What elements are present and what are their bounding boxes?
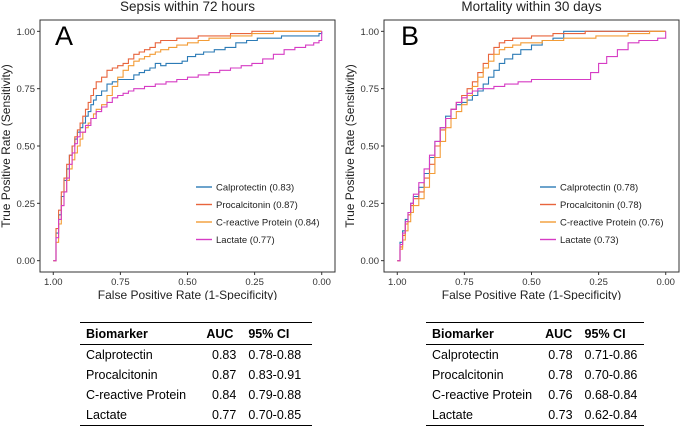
x-axis-label: False Positive Rate (1-Specificity) (98, 288, 277, 300)
table-header-auc: AUC (200, 322, 243, 345)
y-axis-label: True Positive Rate (Sensitivity) (343, 64, 357, 228)
y-tick-label: 0.25 (361, 199, 380, 210)
table-header-auc: AUC (539, 322, 579, 345)
roc-line-series-3 (397, 30, 666, 262)
plot-frame (383, 19, 680, 273)
y-tick-label: 0.50 (361, 142, 380, 153)
auc-cell: 0.84 (212, 388, 237, 402)
ci-cell: 0.78-0.88 (248, 348, 302, 362)
x-tick-label: 0.50 (178, 277, 197, 288)
chart-title: Mortality within 30 days (461, 0, 602, 14)
legend-entry: C-reactive Protein (0.84) (216, 218, 319, 229)
biomarker-cell: Procalcitonin (432, 368, 504, 382)
y-tick-label: 0.50 (17, 142, 36, 153)
y-tick-label: 0.00 (17, 256, 36, 267)
ci-cell: 0.62-0.84 (578, 405, 644, 426)
x-tick-label: 0.00 (312, 277, 331, 288)
auc-table-sepsis: Biomarker AUC 95% CI Calprotectin 0.83 0… (80, 322, 312, 426)
y-tick-label: 0.75 (361, 84, 380, 95)
auc-cell: 0.76 (548, 388, 573, 402)
y-tick-label: 1.00 (17, 27, 36, 38)
legend-entry: Lactate (0.77) (216, 235, 275, 246)
table-header-biomarker: Biomarker (80, 322, 201, 345)
y-tick-label: 0.25 (17, 199, 36, 210)
table-row: C-reactive Protein 0.76 0.68-0.84 (426, 385, 644, 405)
x-tick-label: 0.75 (111, 277, 130, 288)
ci-cell: 0.83-0.91 (248, 368, 302, 382)
auc-cell: 0.78 (548, 348, 573, 362)
x-tick-label: 0.25 (589, 277, 608, 288)
legend-entry: C-reactive Protein (0.76) (560, 218, 663, 229)
table-row: Calprotectin 0.83 0.78-0.88 (80, 345, 312, 366)
auc-cell: 0.78 (548, 368, 573, 382)
table-row: Procalcitonin 0.87 0.83-0.91 (80, 365, 312, 385)
roc-figure: Sepsis within 72 hours A 0.00 0.25 0.50 0.75 1… (0, 0, 680, 300)
roc-line-series-4 (53, 31, 323, 262)
biomarker-cell: Lactate (426, 405, 540, 426)
legend-entry: Calprotectin (0.83) (216, 183, 294, 194)
table-header-ci: 95% CI (242, 322, 312, 345)
y-tick-label: 0.75 (17, 84, 36, 95)
x-axis-label: False Positive Rate (1-Specificity) (442, 288, 621, 300)
panel-label: A (55, 21, 73, 51)
auc-cell: 0.87 (212, 368, 237, 382)
biomarker-cell: C-reactive Protein (86, 388, 187, 402)
y-tick-label: 0.00 (361, 256, 380, 267)
table-header-ci: 95% CI (578, 322, 644, 345)
ci-cell: 0.79-0.88 (248, 388, 302, 402)
roc-line-series-3 (53, 30, 322, 262)
x-tick-label: 1.00 (44, 277, 63, 288)
x-tick-label: 0.75 (455, 277, 474, 288)
roc-line-series-4 (397, 31, 667, 262)
panel-label: B (401, 21, 419, 51)
biomarker-cell: C-reactive Protein (432, 388, 533, 402)
x-tick-label: 0.50 (522, 277, 541, 288)
table-row: Lactate 0.73 0.62-0.84 (426, 405, 644, 426)
table-row: Lactate 0.77 0.70-0.85 (80, 405, 312, 426)
chart-title: Sepsis within 72 hours (120, 0, 255, 14)
table-row: Procalcitonin 0.78 0.70-0.86 (426, 365, 644, 385)
legend-entry: Lactate (0.73) (560, 235, 619, 246)
table-row: Calprotectin 0.78 0.71-0.86 (426, 345, 644, 366)
ci-cell: 0.70-0.86 (584, 368, 638, 382)
x-tick-label: 1.00 (388, 277, 407, 288)
biomarker-cell: Calprotectin (86, 348, 153, 362)
auc-table-mortality: Biomarker AUC 95% CI Calprotectin 0.78 0… (426, 322, 644, 426)
biomarker-cell: Calprotectin (432, 348, 499, 362)
legend-entry: Procalcitonin (0.87) (216, 200, 298, 211)
table-row: C-reactive Protein 0.84 0.79-0.88 (80, 385, 312, 405)
ci-cell: 0.70-0.85 (242, 405, 312, 426)
auc-cell: 0.77 (200, 405, 243, 426)
biomarker-cell: Procalcitonin (86, 368, 158, 382)
auc-cell: 0.73 (539, 405, 579, 426)
y-tick-label: 1.00 (361, 27, 380, 38)
x-tick-label: 0.25 (245, 277, 264, 288)
auc-cell: 0.83 (212, 348, 237, 362)
ci-cell: 0.71-0.86 (584, 348, 638, 362)
legend-entry: Calprotectin (0.78) (560, 183, 638, 194)
table-header-biomarker: Biomarker (426, 322, 540, 345)
ci-cell: 0.68-0.84 (584, 388, 638, 402)
y-axis-label: True Positive Rate (Sensitivity) (0, 64, 13, 228)
biomarker-cell: Lactate (80, 405, 201, 426)
roc-line-series-2 (53, 30, 322, 262)
x-tick-label: 0.00 (656, 277, 675, 288)
legend-entry: Procalcitonin (0.78) (560, 200, 642, 211)
